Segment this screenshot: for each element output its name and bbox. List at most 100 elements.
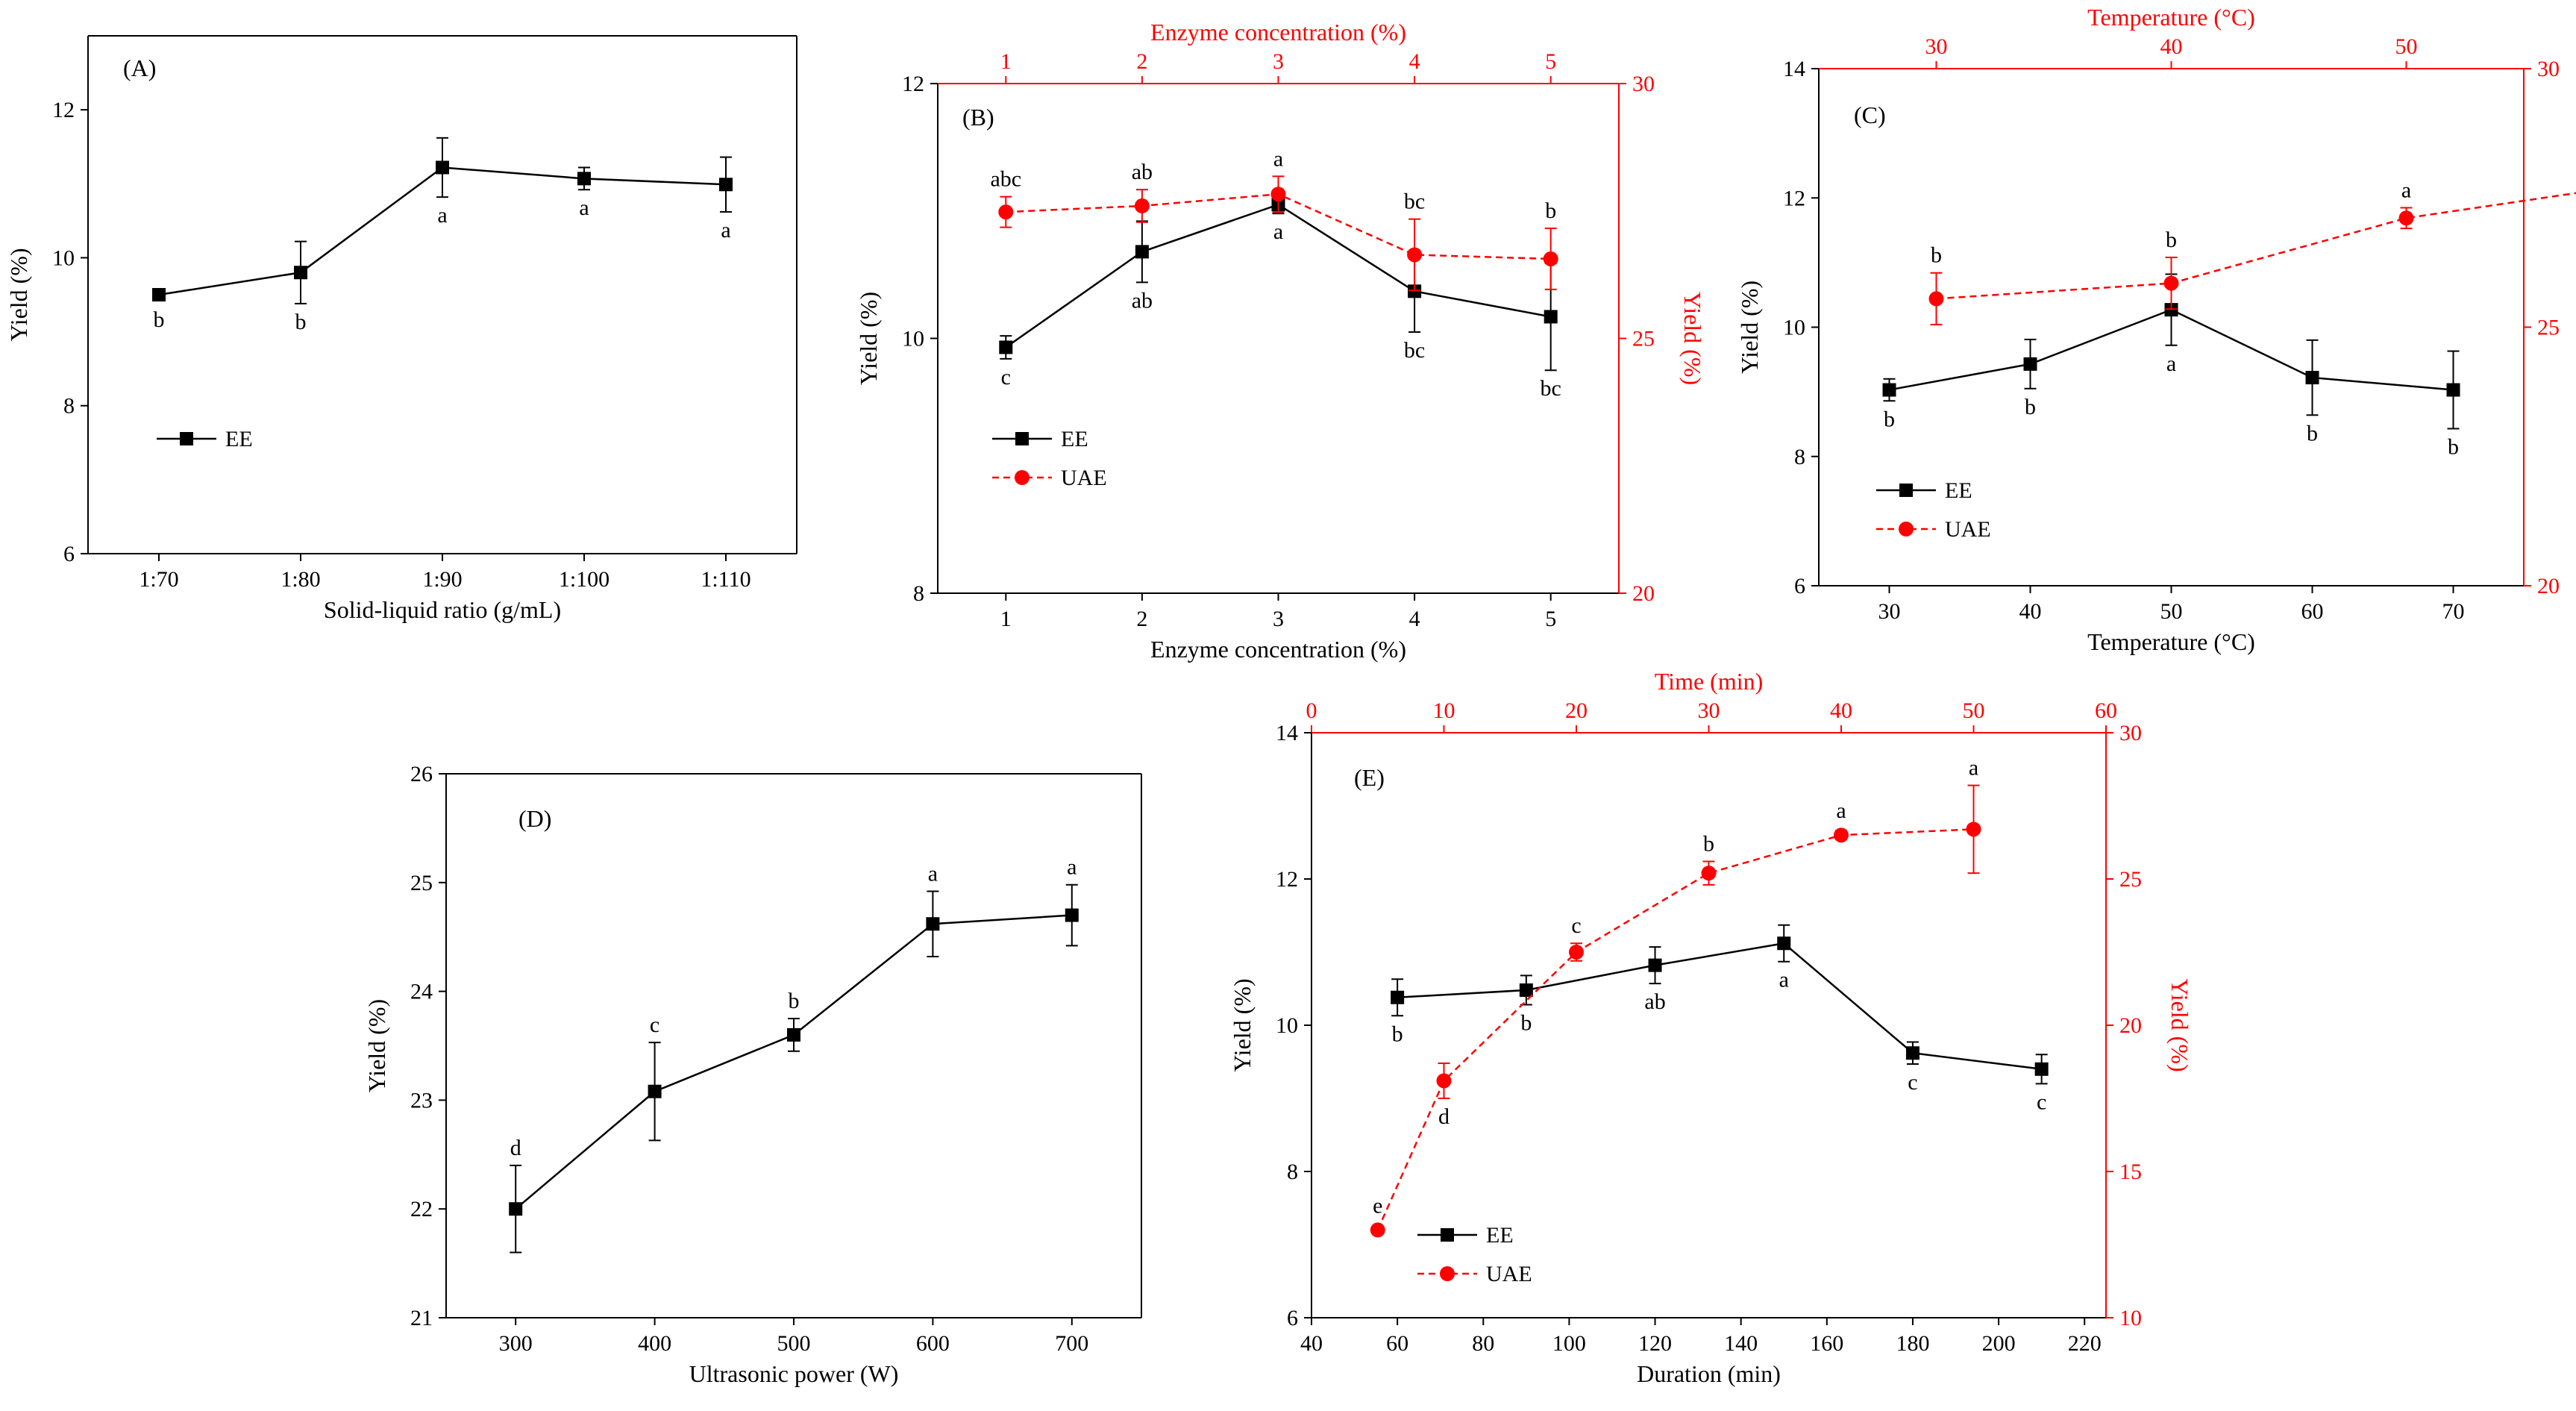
series-uae: e d c b a a — [1370, 756, 1981, 1238]
x-tick-label: 80 — [1472, 1331, 1494, 1356]
data-point — [2023, 357, 2037, 371]
top-x-axis-title: Enzyme concentration (%) — [1150, 19, 1406, 46]
significance-label: a — [1836, 798, 1846, 823]
legend-marker — [1899, 484, 1913, 497]
x-tick-label: 40 — [1300, 1331, 1323, 1356]
x-tick-label: 50 — [2160, 599, 2183, 624]
x-tick-label: 40 — [2019, 599, 2042, 624]
legend-marker — [1015, 470, 1030, 485]
legend-label: EE — [225, 427, 253, 451]
y-tick-label: 21 — [410, 1306, 433, 1330]
significance-label: e — [1373, 1193, 1382, 1218]
x-tick-label: 600 — [916, 1331, 950, 1356]
data-point — [1569, 945, 1584, 960]
top-x-tick-label: 4 — [1409, 49, 1420, 74]
data-point — [1544, 310, 1558, 324]
right-y-tick-label: 30 — [1632, 72, 1655, 96]
x-tick-label: 160 — [1810, 1331, 1843, 1356]
legend-label: EE — [1486, 1223, 1514, 1248]
y-tick-label: 12 — [52, 98, 75, 122]
data-point — [2305, 371, 2319, 385]
data-point — [1134, 198, 1150, 213]
legend-label: EE — [1061, 427, 1088, 451]
panel-label: (A) — [123, 54, 156, 81]
significance-label: ab — [1132, 160, 1153, 184]
legend-label: UAE — [1945, 517, 1991, 542]
legend-label: UAE — [1061, 466, 1107, 490]
significance-label: b — [1545, 198, 1556, 223]
right-y-axis-title: Yield (%) — [2166, 978, 2193, 1071]
significance-label: c — [1571, 913, 1581, 938]
data-point — [648, 1084, 662, 1098]
data-point — [2446, 383, 2460, 397]
significance-label: a — [1779, 968, 1789, 992]
significance-label: bc — [1404, 338, 1425, 363]
legend-marker — [1899, 522, 1914, 536]
series-ee: b b ab a c c — [1391, 924, 2049, 1114]
significance-label: b — [154, 307, 165, 332]
y-tick-label: 14 — [1783, 57, 1805, 81]
significance-label: ab — [1644, 989, 1665, 1014]
y-tick-label: 23 — [410, 1088, 433, 1113]
significance-label: b — [2025, 395, 2036, 419]
data-point — [1882, 383, 1896, 397]
x-tick-label: 100 — [1552, 1331, 1586, 1356]
significance-label: bc — [1404, 190, 1425, 214]
significance-label: b — [789, 989, 800, 1013]
y-tick-label: 10 — [1783, 316, 1805, 340]
data-point — [1391, 990, 1405, 1004]
data-point — [999, 340, 1013, 354]
x-tick-label: 1:110 — [701, 567, 750, 592]
y-tick-label: 8 — [1794, 445, 1805, 469]
y-tick-label: 8 — [913, 581, 924, 606]
legend: EE UAE — [992, 427, 1107, 490]
significance-label: b — [1703, 831, 1714, 856]
y-tick-label: 10 — [902, 327, 924, 351]
data-point — [1905, 1046, 1920, 1060]
significance-label: d — [1438, 1104, 1450, 1129]
data-point — [998, 204, 1014, 220]
y-axis-title: Yield (%) — [363, 999, 390, 1092]
significance-label: b — [1520, 1011, 1532, 1036]
y-tick-label: 10 — [1276, 1013, 1298, 1038]
significance-label: c — [1001, 365, 1011, 389]
x-tick-label: 120 — [1638, 1331, 1672, 1356]
data-point — [2398, 210, 2414, 226]
legend-marker — [180, 432, 193, 445]
legend-marker — [1440, 1266, 1455, 1281]
significance-label: b — [1931, 243, 1942, 268]
significance-label: a — [2166, 351, 2176, 376]
significance-label: abc — [990, 167, 1021, 192]
panel-label: (C) — [1854, 101, 1886, 128]
x-axis-title: Ultrasonic power (W) — [689, 1360, 899, 1387]
data-point — [1408, 284, 1422, 298]
y-axis-title: Yield (%) — [1736, 281, 1763, 374]
significance-label: b — [2448, 435, 2459, 460]
data-point — [1966, 822, 1981, 837]
significance-label: c — [1908, 1070, 1917, 1095]
x-tick-label: 4 — [1409, 607, 1420, 631]
y-tick-label: 6 — [1287, 1306, 1298, 1330]
y-tick-label: 12 — [1783, 186, 1805, 210]
y-tick-label: 22 — [410, 1197, 433, 1221]
significance-label: a — [721, 218, 730, 243]
top-x-tick-label: 2 — [1136, 49, 1147, 74]
right-y-tick-label: 20 — [2119, 1013, 2142, 1038]
chart-panel-3: 300 400 500 600 700 Ultrasonic power (W) 21 22 2… — [363, 762, 1142, 1387]
y-tick-label: 8 — [1287, 1160, 1298, 1184]
y-tick-label: 24 — [410, 980, 433, 1004]
y-tick-label: 6 — [63, 542, 75, 566]
legend: EE UAE — [1876, 478, 1991, 542]
data-point — [1065, 908, 1079, 922]
x-tick-label: 220 — [2068, 1331, 2102, 1356]
data-point — [1135, 245, 1149, 259]
top-x-tick-label: 30 — [1698, 698, 1720, 723]
top-x-tick-label: 30 — [1925, 34, 1948, 59]
top-x-tick-label: 0 — [1306, 698, 1317, 723]
x-tick-label: 3 — [1273, 607, 1284, 631]
data-point — [152, 288, 166, 301]
panel-label: (B) — [962, 104, 994, 131]
